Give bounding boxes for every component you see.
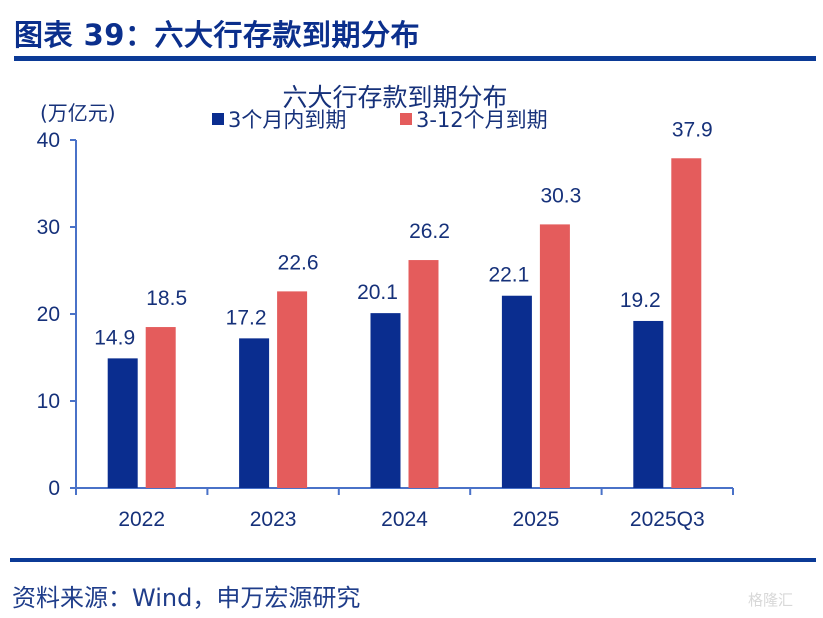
x-tick-label: 2025: [513, 508, 560, 531]
bar-3m: [107, 358, 138, 488]
bar-3-12m: [145, 327, 176, 488]
x-tick-label: 2022: [118, 508, 165, 531]
legend: 3个月内到期 3-12个月到期: [212, 108, 548, 132]
bar-3m: [370, 313, 401, 488]
bar-3m: [501, 295, 532, 488]
bar-3-12m: [671, 158, 702, 488]
data-label: 26.2: [409, 220, 450, 243]
data-label: 37.9: [672, 118, 713, 141]
x-tick-label: 2023: [250, 508, 297, 531]
footer-divider: [10, 558, 816, 562]
data-label: 22.1: [488, 264, 529, 287]
axes: 0 10 20 30 40 2022 2023 2024 2025 2025Q3: [37, 129, 734, 531]
data-label: 14.9: [94, 326, 135, 349]
data-labels: 14.9 18.5 17.2 22.6 20.1 26.2 22.1 30.3 19.2 37.9: [94, 118, 712, 349]
data-label: 20.1: [357, 281, 398, 304]
y-tick-label: 0: [48, 477, 60, 500]
bar-3m: [633, 320, 664, 488]
x-tick-label: 2025Q3: [630, 508, 705, 531]
y-tick-label: 20: [37, 303, 60, 326]
bar-3-12m: [539, 224, 570, 488]
source-note: 资料来源：Wind，申万宏源研究: [12, 584, 361, 612]
title-divider: [14, 56, 816, 61]
data-label: 18.5: [146, 287, 187, 310]
y-tick-label: 10: [37, 390, 60, 413]
data-label: 19.2: [620, 289, 661, 312]
bar-3m: [239, 338, 270, 488]
bar-3-12m: [408, 260, 439, 488]
data-label: 22.6: [278, 251, 319, 274]
y-axis-unit-label: (万亿元): [40, 101, 116, 125]
bar-3-12m: [277, 291, 308, 488]
y-tick-label: 40: [37, 129, 60, 152]
legend-swatch-3m: [212, 113, 224, 125]
y-tick-label: 30: [37, 216, 60, 239]
legend-label: 3个月内到期: [228, 108, 346, 132]
data-label: 30.3: [540, 184, 581, 207]
figure-title: 图表 39：六大行存款到期分布: [14, 18, 420, 52]
x-tick-label: 2024: [381, 508, 428, 531]
data-label: 17.2: [226, 306, 267, 329]
watermark-logo: 格隆汇: [748, 591, 794, 609]
bar-chart: 六大行存款到期分布 (万亿元) 3个月内到期 3-12个月到期 0 10 20 30 40…: [37, 83, 734, 531]
legend-swatch-3-12m: [400, 113, 412, 125]
chart-title: 六大行存款到期分布: [282, 83, 507, 112]
legend-label: 3-12个月到期: [416, 108, 548, 132]
bars: [107, 158, 702, 488]
